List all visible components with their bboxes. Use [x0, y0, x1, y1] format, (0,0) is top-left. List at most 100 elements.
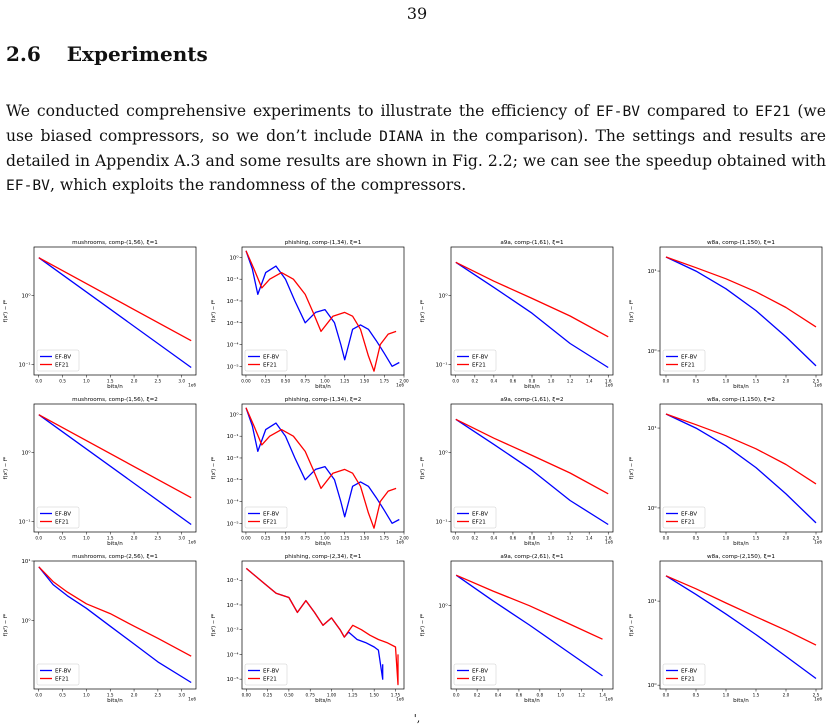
text-segment: compared to [640, 102, 756, 120]
x-tick-label: 3.0 [178, 536, 185, 541]
legend-box [453, 349, 497, 372]
x-axis-label: bits/n [315, 698, 331, 704]
chart-title: a9a, comp-(2,61), ξ=1 [500, 554, 564, 560]
x-tick-label: 1.5 [107, 536, 114, 541]
legend-box [662, 663, 706, 686]
series-group [665, 256, 817, 367]
legend-label: EF21 [472, 520, 486, 526]
legend: EF-BV EF21 [244, 663, 288, 686]
series-group [665, 575, 817, 680]
y-tick-label: 10⁰ [21, 449, 30, 456]
x-tick-label: 0.75 [306, 693, 316, 698]
series-line-ef21 [455, 261, 609, 338]
legend-box [244, 663, 288, 686]
series-line-ef21 [245, 250, 397, 372]
x-exponent-label: 1e6 [188, 540, 196, 545]
chart-panel: a9a, comp-(1,61), ξ=1 0.0 0.2 0.4 0.6 0.8 1.0 1… [420, 240, 614, 390]
x-tick-label: 0.50 [281, 536, 291, 541]
x-tick-label: 1.0 [723, 536, 730, 541]
x-tick-label: 0.25 [261, 379, 271, 384]
legend-label: EF21 [681, 677, 695, 683]
x-tick-label: 1.0 [83, 693, 90, 698]
series-line-ef-bv [455, 574, 603, 677]
y-axis-label: f(xᵗ) − f* [420, 299, 426, 322]
y-axis-label: f(xᵗ) − f* [3, 299, 9, 322]
x-tick-label: 3.0 [178, 379, 185, 384]
y-axis-label: f(xᵗ) − f* [629, 456, 635, 479]
legend-box [36, 506, 80, 529]
x-axis-label: bits/n [107, 698, 123, 704]
y-tick-label: 10⁻² [227, 455, 239, 462]
legend-box [662, 349, 706, 372]
legend: EF-BV EF21 [662, 663, 706, 686]
y-tick-label: 10⁰ [438, 603, 447, 610]
x-tick-label: 0.8 [529, 536, 536, 541]
series-line-ef21 [665, 256, 817, 328]
x-tick-label: 1.25 [340, 536, 350, 541]
x-tick-label: 1.0 [557, 693, 564, 698]
y-tick-label: 10⁻⁵ [227, 363, 239, 370]
legend: EF-BV EF21 [36, 663, 80, 686]
series-line-ef-bv [38, 566, 192, 684]
series-group [245, 250, 400, 372]
x-tick-label: 1.0 [548, 536, 555, 541]
y-tick-label: 10⁻⁴ [227, 651, 239, 658]
x-tick-label: 2.5 [155, 536, 162, 541]
legend: EF-BV EF21 [244, 349, 288, 372]
series-group [245, 407, 400, 529]
legend: EF-BV EF21 [36, 506, 80, 529]
x-tick-label: 0.0 [452, 379, 459, 384]
x-tick-label: 1.2 [567, 379, 574, 384]
y-axis-label: f(xᵗ) − f* [629, 613, 635, 636]
x-tick-label: 0.75 [301, 536, 311, 541]
series-line-ef21 [665, 575, 817, 646]
legend-label: EF21 [472, 363, 486, 369]
x-exponent-label: 1e6 [188, 383, 196, 388]
x-tick-label: 2.0 [131, 693, 138, 698]
x-axis-label: bits/n [107, 541, 123, 547]
x-axis-label: bits/n [107, 384, 123, 390]
plot-frame [33, 403, 197, 533]
y-tick-label: 10⁻³ [227, 627, 239, 634]
chart-panel: mushrooms, comp-(1,56), ξ=1 0.0 0.5 1.0 1.5 2… [3, 240, 197, 390]
y-tick-label: 10¹ [647, 268, 656, 275]
x-tick-label: 2.5 [813, 693, 820, 698]
chart-panel: mushrooms, comp-(2,56), ξ=1 0.0 0.5 1.0 1.5 2… [3, 554, 197, 704]
x-tick-label: 0.0 [663, 536, 670, 541]
series-line-ef-bv [665, 575, 817, 680]
y-tick-label: 10¹ [21, 558, 30, 565]
x-tick-label: 1.5 [753, 536, 760, 541]
x-tick-label: 0.00 [241, 379, 251, 384]
legend-label: EF21 [681, 520, 695, 526]
y-tick-label: 10⁻¹ [436, 518, 448, 525]
series-line-ef21 [455, 574, 603, 640]
series-group [455, 574, 603, 677]
x-tick-label: 2.5 [813, 379, 820, 384]
chart-panel: w8a, comp-(2,150), ξ=1 0.0 0.5 1.0 1.5 2.0 2.5… [629, 554, 823, 704]
x-tick-label: 1.5 [753, 693, 760, 698]
x-tick-label: 0.0 [663, 379, 670, 384]
x-exponent-label: 1e6 [396, 383, 404, 388]
chart-title: a9a, comp-(1,61), ξ=1 [500, 240, 564, 246]
x-exponent-label: 1e6 [814, 697, 822, 702]
x-exponent-label: 1e6 [605, 540, 613, 545]
x-tick-label: 0.25 [263, 693, 273, 698]
y-tick-label: 10⁻⁵ [227, 676, 239, 683]
plot-frame [241, 560, 405, 690]
x-tick-label: 1.0 [723, 693, 730, 698]
text-segment: , which exploits the randomness of the c… [49, 176, 467, 194]
x-exponent-label: 1e6 [605, 383, 613, 388]
series-line-ef-bv [455, 418, 609, 526]
y-tick-label: 10⁻¹ [19, 361, 31, 368]
y-axis-label: f(xᵗ) − f* [3, 456, 9, 479]
chart-title: phishing, comp-(1,34), ξ=1 [285, 240, 362, 246]
x-tick-label: 0.50 [281, 379, 291, 384]
x-tick-label: 1.4 [586, 379, 593, 384]
x-axis-label: bits/n [524, 698, 540, 704]
x-tick-label: 1.4 [599, 693, 606, 698]
legend-label: EF21 [472, 677, 486, 683]
x-tick-label: 1.50 [360, 379, 370, 384]
x-tick-label: 0.8 [529, 379, 536, 384]
section-number: 2.6 [6, 42, 41, 66]
legend-label: EF21 [681, 363, 695, 369]
